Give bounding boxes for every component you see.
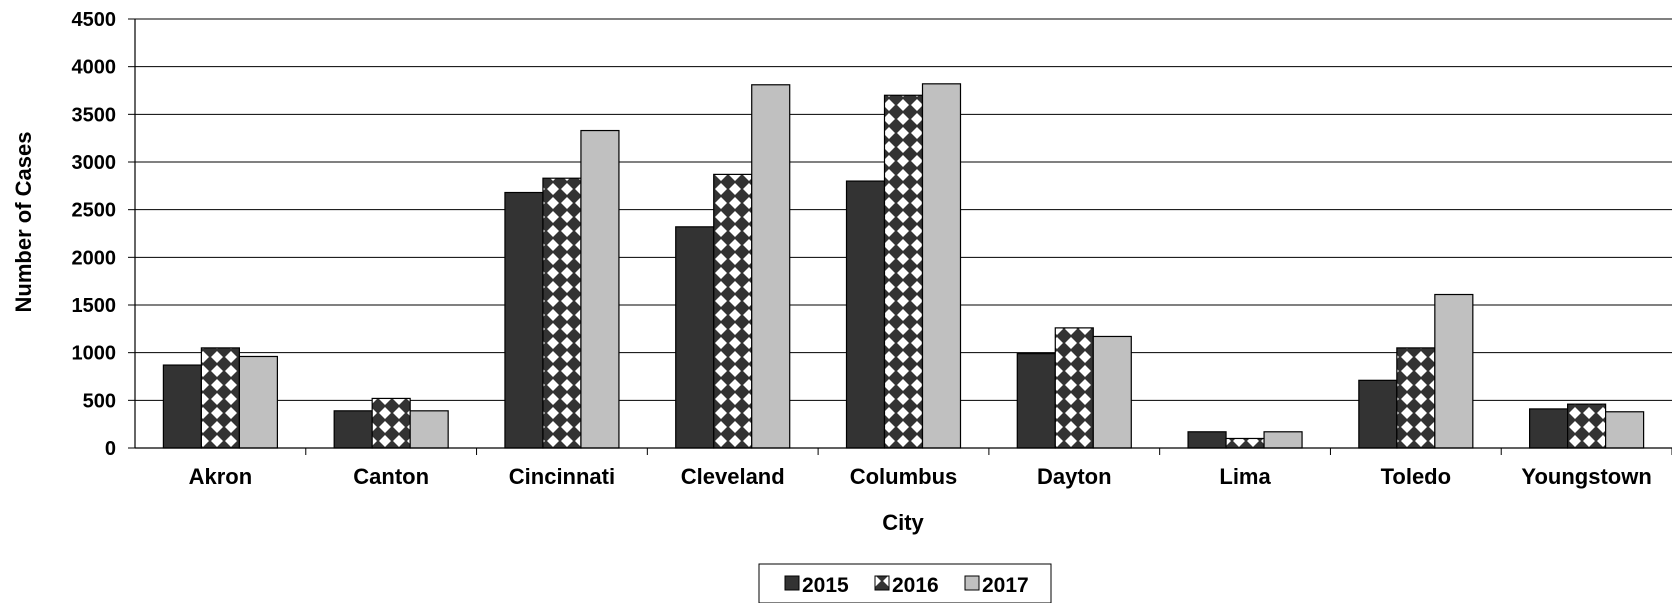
bar-2017-canton: [409, 410, 449, 449]
x-tick-labels: Akron Canton Cincinnati Cleveland Columbus Da…: [189, 464, 1652, 489]
bar-2017-akron: [238, 355, 278, 449]
legend-swatch-2015: [784, 575, 800, 591]
y-tick-label: 0: [105, 438, 116, 460]
legend-frame: [758, 563, 1052, 604]
legend-label-2015: 2015: [802, 574, 849, 597]
bar-2015-cincinnati: [504, 191, 544, 449]
y-tick-label: 1000: [72, 343, 117, 365]
y-tick-label: 4000: [72, 57, 117, 79]
bars: [162, 83, 1645, 449]
bar-2016-canton: [371, 397, 411, 449]
bar-2016-dayton: [1054, 327, 1094, 449]
bar-2015-columbus: [845, 180, 886, 449]
x-tick-label: Columbus: [850, 464, 958, 489]
y-tick-label: 1500: [72, 295, 117, 317]
axes: [128, 18, 1672, 455]
y-tick-label: 4500: [72, 9, 117, 31]
bar-2015-canton: [333, 410, 373, 449]
y-tick-label: 500: [83, 390, 116, 412]
y-tick-label: 3000: [72, 152, 117, 174]
x-tick-label: Cincinnati: [509, 464, 615, 489]
y-tick-label: 3500: [72, 104, 117, 126]
bar-2015-toledo: [1358, 379, 1398, 449]
bar-2016-youngstown: [1567, 403, 1607, 449]
bar-2016-akron: [200, 347, 240, 449]
x-tick-label: Toledo: [1381, 464, 1451, 489]
legend-swatch-2016: [874, 575, 890, 591]
bar-2015-akron: [162, 364, 202, 449]
legend: 2015 2016 2017: [758, 563, 1052, 604]
bar-2016-cincinnati: [542, 177, 582, 449]
y-axis-title: Number of Cases: [11, 132, 36, 313]
y-tick-label: 2000: [72, 247, 117, 269]
bar-2017-cincinnati: [580, 129, 620, 449]
x-tick-label: Cleveland: [681, 464, 785, 489]
x-axis-title: City: [882, 510, 924, 535]
x-tick-label: Dayton: [1037, 464, 1112, 489]
bar-2016-toledo: [1396, 347, 1436, 449]
bar-2017-dayton: [1092, 335, 1132, 449]
bar-2015-dayton: [1016, 353, 1056, 449]
legend-swatch-2017: [964, 575, 980, 591]
bar-2017-columbus: [921, 83, 962, 449]
bar-2017-lima: [1263, 431, 1303, 449]
bar-2016-cleveland: [713, 173, 753, 449]
y-tick-labels: 0 500 1000 1500 2000 2500 3000 3500 4000 4500: [72, 9, 117, 460]
x-tick-label: Youngstown: [1521, 464, 1651, 489]
bar-2017-toledo: [1434, 293, 1474, 449]
y-tick-label: 2500: [72, 200, 117, 222]
x-tick-label: Lima: [1219, 464, 1271, 489]
bar-2017-cleveland: [751, 84, 791, 449]
bar-2016-lima: [1225, 437, 1265, 449]
x-tick-label: Canton: [353, 464, 429, 489]
bar-2016-columbus: [883, 94, 924, 449]
legend-label-2016: 2016: [892, 574, 939, 597]
legend-label-2017: 2017: [982, 574, 1029, 597]
bar-2015-lima: [1187, 431, 1227, 449]
x-tick-label: Akron: [189, 464, 253, 489]
bar-2015-youngstown: [1529, 408, 1569, 449]
bar-2015-cleveland: [675, 226, 715, 449]
bar-2017-youngstown: [1605, 411, 1645, 449]
